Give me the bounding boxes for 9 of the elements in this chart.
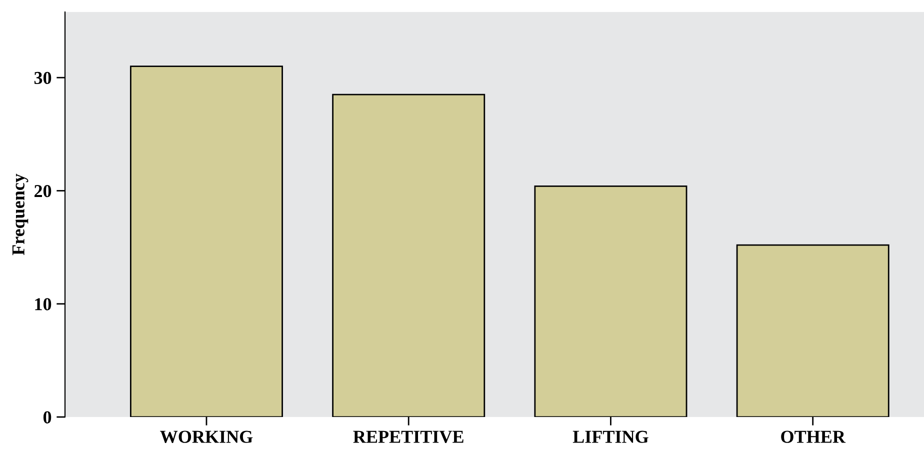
y-axis-title: Frequency <box>12 174 28 256</box>
y-tick-label: 30 <box>34 72 52 84</box>
x-tick-label: WORKING <box>160 430 253 443</box>
x-tick-label: LIFTING <box>572 430 648 443</box>
y-tick-label: 10 <box>35 298 52 310</box>
y-tick-label: 20 <box>34 185 52 198</box>
x-tick-label: REPETITIVE <box>353 430 464 443</box>
y-tick-label: 0 <box>43 411 52 424</box>
x-tick-label: OTHER <box>781 430 846 443</box>
